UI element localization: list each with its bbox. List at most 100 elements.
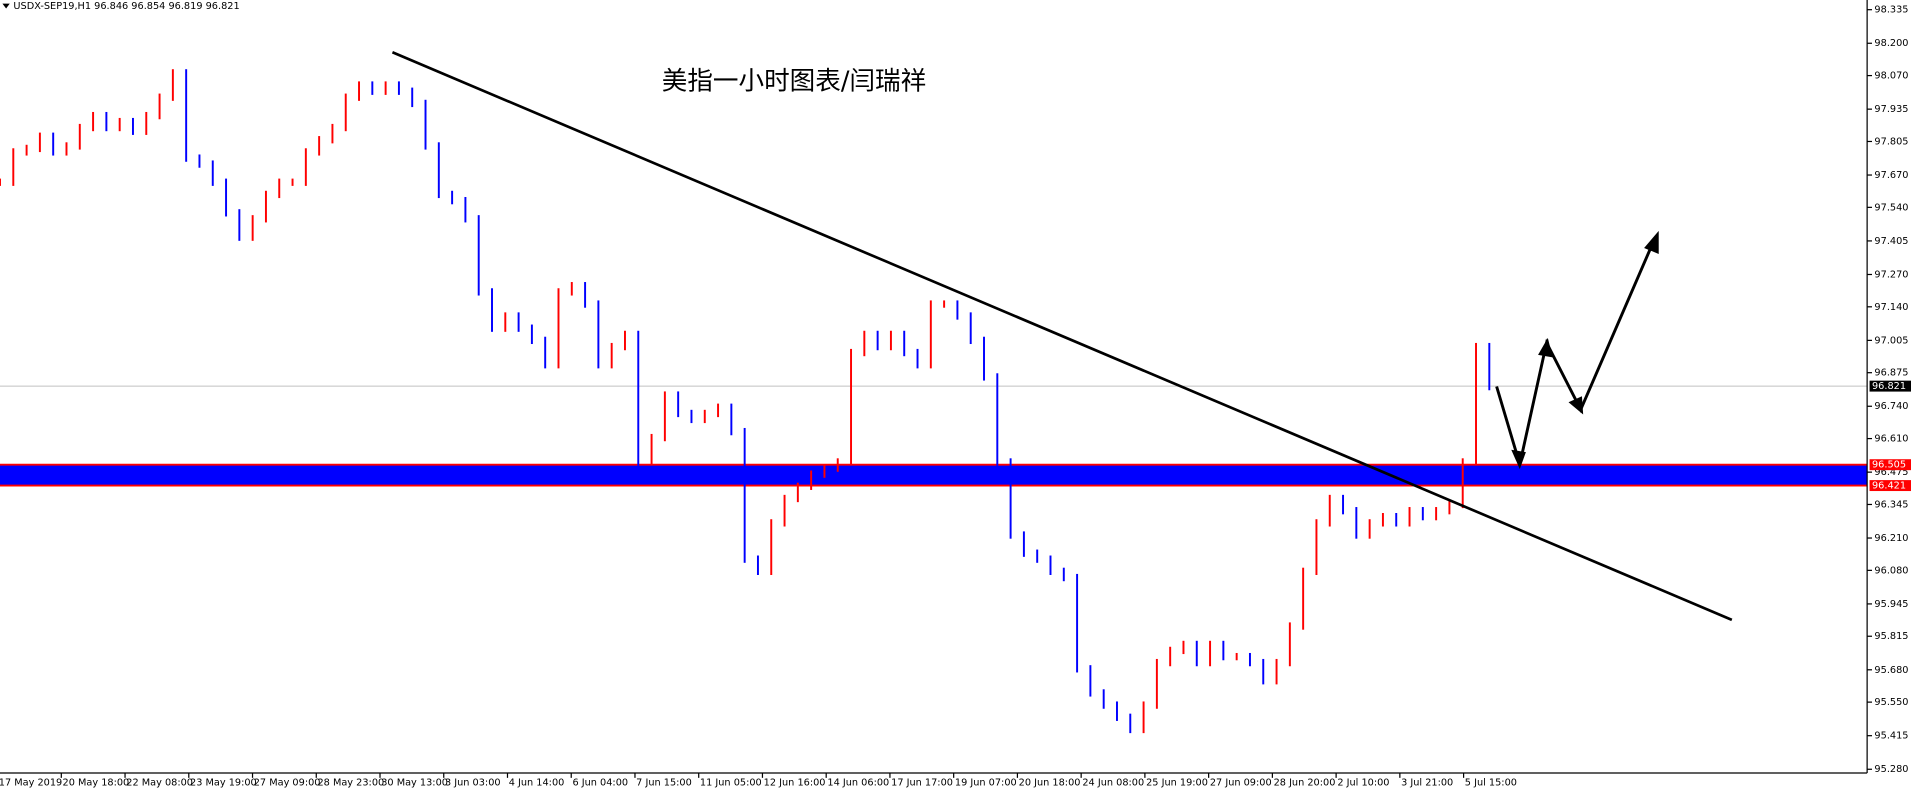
y-tick-label: 96.610 bbox=[1874, 434, 1908, 445]
price-bar bbox=[863, 330, 866, 357]
price-bar bbox=[823, 464, 826, 478]
price-bar bbox=[424, 99, 427, 150]
price-bar bbox=[1155, 658, 1158, 709]
price-bar bbox=[1342, 494, 1345, 515]
price-bar bbox=[92, 111, 95, 132]
price-bar bbox=[78, 123, 81, 150]
price-bar bbox=[1355, 507, 1358, 539]
price-bar bbox=[584, 282, 587, 308]
price-bar bbox=[1009, 458, 1012, 539]
price-bar bbox=[969, 312, 972, 345]
price-bar bbox=[730, 403, 733, 436]
price-bar bbox=[198, 154, 201, 168]
price-bar bbox=[1195, 640, 1198, 667]
y-tick-label: 96.080 bbox=[1874, 565, 1908, 576]
y-tick-label: 95.280 bbox=[1874, 764, 1908, 775]
price-bar bbox=[344, 93, 347, 132]
price-bar bbox=[384, 81, 387, 95]
price-bar bbox=[1022, 531, 1025, 557]
y-tick-label: 97.540 bbox=[1874, 202, 1908, 213]
price-bar bbox=[464, 196, 467, 223]
price-bar bbox=[1036, 549, 1039, 563]
y-tick-label: 97.670 bbox=[1874, 170, 1908, 181]
price-bar bbox=[956, 300, 959, 320]
price-bar bbox=[1448, 500, 1451, 515]
price-bar bbox=[1209, 640, 1212, 667]
y-tick-label: 96.475 bbox=[1874, 467, 1908, 478]
price-bar bbox=[1328, 494, 1331, 527]
price-bar bbox=[570, 282, 573, 296]
price-bar bbox=[158, 93, 161, 120]
x-tick-label: 6 Jun 04:00 bbox=[572, 778, 628, 789]
y-tick-label: 96.210 bbox=[1874, 533, 1908, 544]
price-bar bbox=[557, 288, 560, 369]
price-bar bbox=[12, 148, 15, 186]
y-tick-label: 96.345 bbox=[1874, 499, 1908, 510]
y-tick-label: 95.550 bbox=[1874, 697, 1908, 708]
price-bar bbox=[1395, 513, 1398, 527]
price-label-box bbox=[1869, 380, 1911, 392]
x-tick-label: 28 May 23:00 bbox=[317, 778, 384, 789]
chart-header: USDX-SEP19,H1 96.846 96.854 96.819 96.82… bbox=[13, 1, 239, 12]
x-tick-label: 12 Jun 16:00 bbox=[764, 778, 826, 789]
price-bar bbox=[411, 87, 414, 108]
y-tick-label: 96.875 bbox=[1874, 368, 1908, 379]
price-bar bbox=[1435, 507, 1438, 521]
x-tick-label: 30 May 13:00 bbox=[381, 778, 448, 789]
price-bar bbox=[491, 288, 493, 332]
price-bar bbox=[397, 81, 400, 95]
price-bar bbox=[437, 142, 440, 199]
price-bar bbox=[238, 209, 241, 241]
x-tick-label: 2 Jul 10:00 bbox=[1337, 778, 1389, 789]
x-tick-label: 17 May 2019 bbox=[0, 778, 62, 789]
y-tick-label: 97.005 bbox=[1874, 335, 1908, 346]
price-bar bbox=[1222, 640, 1225, 661]
y-tick-label: 97.935 bbox=[1874, 104, 1908, 115]
price-bar bbox=[1116, 701, 1118, 721]
price-label: 96.505 bbox=[1872, 460, 1906, 471]
x-tick-label: 22 May 08:00 bbox=[126, 778, 193, 789]
price-bar bbox=[996, 373, 999, 466]
y-tick-label: 95.945 bbox=[1874, 599, 1908, 610]
price-bar bbox=[504, 312, 507, 332]
price-label: 96.421 bbox=[1872, 481, 1906, 492]
y-tick-label: 97.140 bbox=[1874, 302, 1908, 313]
x-tick-label: 27 Jun 09:00 bbox=[1210, 778, 1272, 789]
y-tick-label: 95.815 bbox=[1874, 631, 1908, 642]
arrow-head bbox=[1511, 449, 1526, 470]
price-bar bbox=[331, 123, 334, 144]
price-bar bbox=[1488, 342, 1491, 391]
y-tick-label: 96.740 bbox=[1874, 401, 1908, 412]
price-bar bbox=[185, 69, 188, 162]
y-tick-label: 97.270 bbox=[1874, 269, 1908, 280]
price-bar bbox=[1302, 567, 1305, 630]
x-tick-label: 17 Jun 17:00 bbox=[891, 778, 953, 789]
x-tick-label: 20 May 18:00 bbox=[63, 778, 130, 789]
price-bar bbox=[1062, 567, 1065, 582]
y-tick-label: 97.405 bbox=[1874, 236, 1908, 247]
x-tick-label: 20 Jun 18:00 bbox=[1019, 778, 1081, 789]
arrow-head bbox=[1644, 230, 1659, 255]
price-bar bbox=[477, 215, 480, 296]
price-bar bbox=[770, 519, 773, 575]
price-bar bbox=[810, 470, 813, 490]
x-tick-label: 23 May 19:00 bbox=[190, 778, 257, 789]
price-bar bbox=[637, 330, 640, 466]
price-label-box bbox=[1869, 459, 1911, 471]
price-bar bbox=[943, 300, 946, 308]
price-bar bbox=[1408, 507, 1411, 527]
price-bar bbox=[663, 391, 666, 442]
price-bar bbox=[836, 458, 839, 472]
menu-triangle bbox=[2, 3, 10, 9]
price-bar bbox=[65, 142, 68, 156]
price-bar bbox=[291, 178, 294, 186]
price-bar bbox=[0, 178, 1, 186]
support-zone bbox=[0, 464, 1868, 486]
price-bar bbox=[225, 178, 228, 217]
price-bar bbox=[25, 144, 28, 156]
x-tick-label: 4 Jun 14:00 bbox=[509, 778, 565, 789]
price-bar bbox=[145, 111, 148, 135]
price-bar bbox=[677, 391, 680, 418]
price-bar bbox=[118, 117, 121, 132]
